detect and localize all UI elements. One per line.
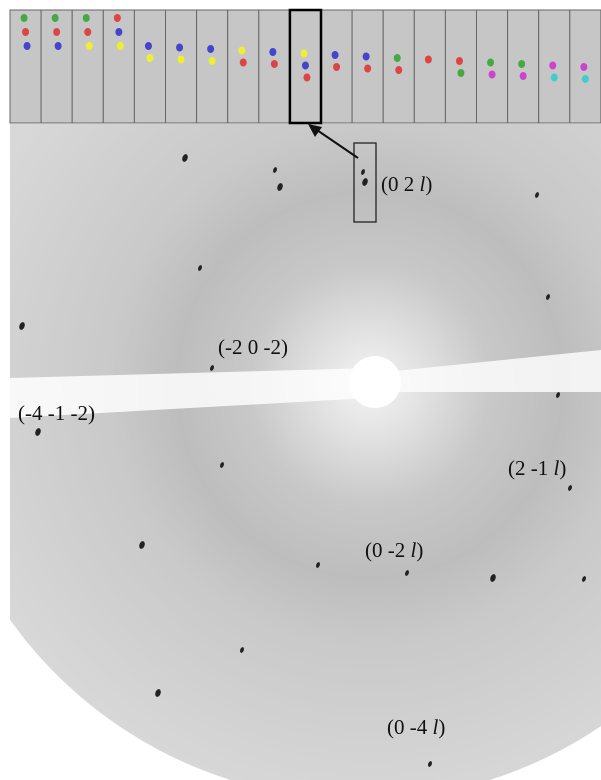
frame-spot — [84, 28, 91, 36]
frame-spot — [146, 54, 153, 62]
frame-spot — [549, 62, 556, 70]
frame — [166, 10, 197, 123]
frame — [72, 10, 103, 123]
frame — [103, 10, 134, 123]
reflection-label: (0 2 l) — [381, 172, 432, 196]
frame-spot — [364, 65, 371, 73]
frame-spot — [178, 56, 185, 64]
frame-spot — [457, 69, 464, 77]
frame-spot — [489, 71, 496, 79]
frame-spot — [303, 74, 310, 82]
frame-spot — [551, 74, 558, 82]
frame — [10, 10, 41, 123]
frame — [414, 10, 445, 123]
frame-spot — [238, 47, 245, 55]
frame-spot — [300, 50, 307, 58]
frame-spot — [456, 57, 463, 65]
frame-spot — [207, 45, 214, 53]
frame-spot — [332, 51, 339, 59]
frame-spot — [518, 60, 525, 68]
frame-spot — [394, 54, 401, 62]
frame-spot — [520, 72, 527, 80]
frame-spot — [271, 60, 278, 68]
frame — [445, 10, 476, 123]
frame — [41, 10, 72, 123]
frame — [477, 10, 508, 123]
reflection-label: (-4 -1 -2) — [18, 401, 95, 425]
frame-spot — [83, 14, 90, 22]
reflection-label: (0 -2 l) — [365, 538, 423, 562]
frame-spot — [114, 14, 121, 22]
frame — [197, 10, 228, 123]
frame — [134, 10, 165, 123]
frame-spot — [24, 42, 31, 50]
frame-spot — [425, 56, 432, 64]
frame-spot — [333, 63, 340, 71]
frame-spot — [582, 75, 589, 83]
frame-spot — [21, 14, 28, 22]
frame-spot — [55, 42, 62, 50]
frame-spot — [487, 59, 494, 67]
frame-spot — [52, 14, 59, 22]
frame-spot — [86, 42, 93, 50]
diffraction-figure: (0 2 l) (-2 0 -2) (-4 -1 -2) (2 -1 l) (0… — [0, 0, 601, 780]
frame-spot — [115, 28, 122, 36]
frame-spot — [302, 62, 309, 70]
frame-spot — [22, 28, 29, 36]
frame-spot — [580, 63, 587, 71]
reflection-label: (0 -4 l) — [387, 715, 445, 739]
reflection-label: (-2 0 -2) — [218, 335, 288, 359]
frame-strip — [10, 10, 601, 123]
frame-spot — [145, 42, 152, 50]
reflection-label: (2 -1 l) — [508, 456, 566, 480]
frame-spot — [269, 48, 276, 56]
frame-spot — [53, 28, 60, 36]
frame-spot — [176, 44, 183, 52]
frame-spot — [395, 66, 402, 74]
frame-spot — [363, 53, 370, 61]
frame-spot — [117, 42, 124, 50]
frame-spot — [209, 57, 216, 65]
frame-spot — [240, 59, 247, 67]
